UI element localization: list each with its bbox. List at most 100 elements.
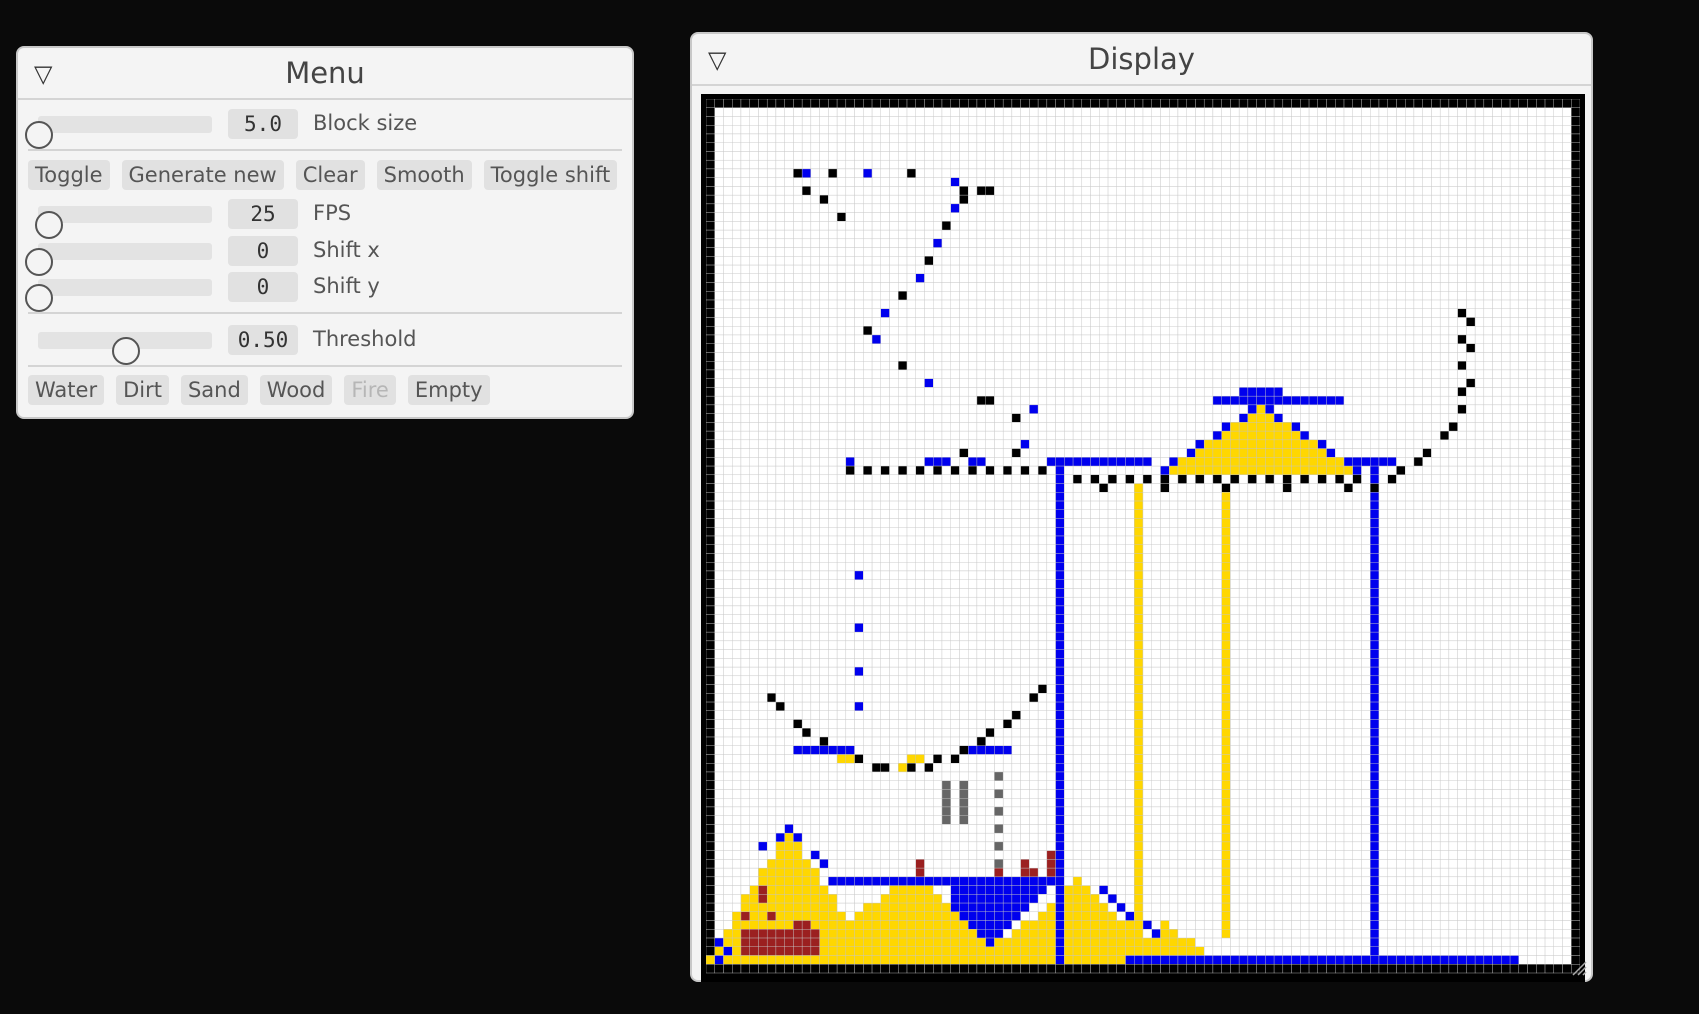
empty-cell[interactable] [810,247,820,257]
empty-cell[interactable] [1413,125,1423,135]
empty-cell[interactable] [1273,474,1284,484]
empty-cell[interactable] [1002,369,1013,379]
empty-cell[interactable] [941,238,951,248]
empty-cell[interactable] [994,107,1004,117]
empty-cell[interactable] [1474,273,1485,283]
wood-cell[interactable] [1571,116,1580,126]
empty-cell[interactable] [1238,116,1249,126]
empty-cell[interactable] [1370,229,1380,240]
empty-cell[interactable] [749,387,759,397]
empty-cell[interactable] [749,168,759,178]
empty-cell[interactable] [1405,238,1415,248]
empty-cell[interactable] [1055,238,1065,248]
empty-cell[interactable] [758,378,768,388]
empty-cell[interactable] [836,116,847,126]
empty-cell[interactable] [714,378,724,388]
empty-cell[interactable] [775,361,785,371]
empty-cell[interactable] [836,361,847,371]
empty-cell[interactable] [714,439,724,449]
empty-cell[interactable] [915,457,925,467]
empty-cell[interactable] [1370,212,1380,222]
empty-cell[interactable] [732,378,742,388]
empty-cell[interactable] [1046,308,1056,318]
empty-cell[interactable] [1256,186,1266,196]
empty-cell[interactable] [836,457,847,467]
empty-cell[interactable] [1195,413,1205,423]
empty-cell[interactable] [828,361,838,371]
empty-cell[interactable] [1387,256,1397,266]
empty-cell[interactable] [1308,317,1318,327]
empty-cell[interactable] [1090,395,1100,406]
empty-cell[interactable] [1177,238,1187,248]
empty-cell[interactable] [1405,247,1415,257]
empty-cell[interactable] [1177,343,1187,353]
clear-button[interactable]: Clear [295,160,365,190]
empty-cell[interactable] [1352,212,1362,222]
empty-cell[interactable] [1562,168,1572,178]
empty-cell[interactable] [1405,326,1415,336]
empty-cell[interactable] [906,527,916,537]
empty-cell[interactable] [994,256,1004,266]
empty-cell[interactable] [906,159,916,170]
empty-cell[interactable] [1238,352,1249,362]
empty-cell[interactable] [1265,133,1275,143]
empty-cell[interactable] [784,299,794,309]
empty-cell[interactable] [1247,273,1257,283]
empty-cell[interactable] [723,518,733,528]
empty-cell[interactable] [1046,369,1056,379]
empty-cell[interactable] [1553,168,1563,178]
empty-cell[interactable] [1501,474,1511,484]
empty-cell[interactable] [1273,194,1284,205]
water-cell[interactable] [1072,457,1083,467]
empty-cell[interactable] [1203,299,1214,309]
empty-cell[interactable] [845,125,855,135]
empty-cell[interactable] [1169,212,1179,222]
empty-cell[interactable] [889,387,899,397]
empty-cell[interactable] [1046,343,1056,353]
empty-cell[interactable] [1090,422,1100,432]
empty-cell[interactable] [880,221,890,231]
empty-cell[interactable] [1291,299,1301,309]
empty-cell[interactable] [1335,422,1345,432]
empty-cell[interactable] [1282,116,1292,126]
empty-cell[interactable] [1064,474,1074,484]
empty-cell[interactable] [1413,229,1423,240]
empty-cell[interactable] [906,186,916,196]
empty-cell[interactable] [1142,221,1152,231]
empty-cell[interactable] [1055,448,1065,458]
empty-cell[interactable] [766,203,777,213]
empty-cell[interactable] [950,378,960,388]
empty-cell[interactable] [732,133,742,143]
empty-cell[interactable] [1072,509,1083,519]
empty-cell[interactable] [723,448,733,458]
empty-cell[interactable] [1142,361,1152,371]
empty-cell[interactable] [1037,203,1048,213]
empty-cell[interactable] [1186,229,1196,240]
empty-cell[interactable] [1378,334,1388,344]
empty-cell[interactable] [784,509,794,519]
empty-cell[interactable] [1142,168,1152,178]
empty-cell[interactable] [994,334,1004,344]
water-cell[interactable] [933,457,943,467]
wood-cell[interactable] [1571,142,1580,152]
empty-cell[interactable] [775,238,785,248]
empty-cell[interactable] [1116,395,1126,406]
sand-cell[interactable] [1134,492,1144,502]
empty-cell[interactable] [1116,361,1126,371]
shift-x-slider-knob[interactable] [25,248,53,276]
empty-cell[interactable] [732,212,742,222]
wood-cell[interactable] [732,99,742,108]
empty-cell[interactable] [1501,387,1511,397]
empty-cell[interactable] [1221,404,1231,414]
empty-cell[interactable] [1536,378,1546,388]
empty-cell[interactable] [1422,474,1432,484]
empty-cell[interactable] [1177,413,1187,423]
empty-cell[interactable] [1509,474,1520,484]
empty-cell[interactable] [740,107,750,117]
empty-cell[interactable] [1291,159,1301,170]
empty-cell[interactable] [1509,404,1520,414]
empty-cell[interactable] [1072,116,1083,126]
empty-cell[interactable] [1562,448,1572,458]
empty-cell[interactable] [801,326,812,336]
empty-cell[interactable] [732,518,742,528]
